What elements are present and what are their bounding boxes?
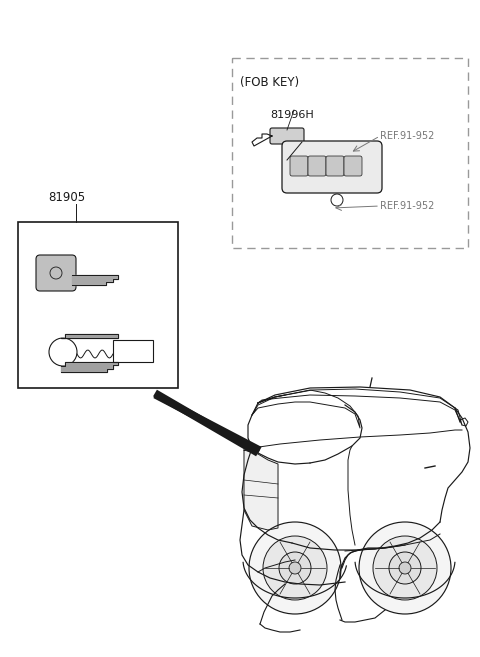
Circle shape: [373, 536, 437, 600]
FancyBboxPatch shape: [270, 128, 304, 144]
Circle shape: [359, 522, 451, 614]
FancyBboxPatch shape: [282, 141, 382, 193]
Polygon shape: [244, 450, 278, 530]
FancyBboxPatch shape: [344, 156, 362, 176]
Polygon shape: [61, 334, 118, 338]
Bar: [113, 340, 153, 362]
FancyBboxPatch shape: [326, 156, 344, 176]
Circle shape: [249, 522, 341, 614]
Text: 81905: 81905: [48, 191, 85, 204]
Bar: [18, 222, 178, 388]
Circle shape: [263, 536, 327, 600]
Circle shape: [289, 562, 301, 574]
FancyBboxPatch shape: [308, 156, 326, 176]
Text: 81996H: 81996H: [270, 110, 314, 120]
FancyBboxPatch shape: [36, 255, 76, 291]
Circle shape: [389, 552, 421, 584]
Circle shape: [399, 562, 411, 574]
Polygon shape: [72, 275, 118, 285]
Bar: [232, 58, 468, 248]
Text: REF.91-952: REF.91-952: [380, 201, 434, 211]
FancyBboxPatch shape: [290, 156, 308, 176]
Text: (FOB KEY): (FOB KEY): [240, 76, 299, 89]
Polygon shape: [61, 362, 118, 372]
Circle shape: [279, 552, 311, 584]
Text: REF.91-952: REF.91-952: [380, 131, 434, 141]
